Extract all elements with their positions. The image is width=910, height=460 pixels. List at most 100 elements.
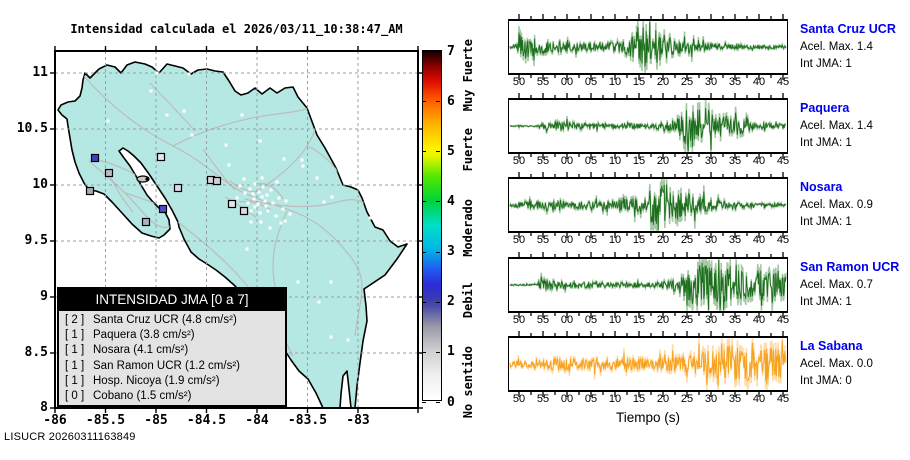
time-tick-label: 30 (704, 76, 718, 88)
panel-time-labels: 50 55 00 05 10 15 20 25 30 35 40 45 (508, 234, 789, 248)
colorbar-category-no-sentido: No sentido (461, 345, 475, 419)
seismogram-panel-paquera: 50 55 00 05 10 15 20 25 30 35 40 45 (508, 91, 789, 171)
legend-station-label: Cobano (1.5 cm/s²) (93, 389, 192, 402)
waveform-trace (509, 21, 787, 67)
station-dot (249, 220, 253, 224)
road (224, 196, 257, 218)
intensity-legend-box: INTENSIDAD JMA [0 a 7] [ 2 ] Santa Cruz U… (57, 287, 287, 407)
station-marker-hosp-nicoya (104, 168, 114, 178)
station-dot (322, 200, 326, 204)
station-marker-nosara (85, 186, 95, 196)
colorbar-tick-label: 5 (447, 143, 455, 159)
station-dot (317, 300, 321, 304)
station-dot (283, 219, 287, 223)
costa-rica-landmass (57, 61, 408, 409)
legend-row: [ 1 ] Paquera (3.8 cm/s²) (65, 329, 279, 344)
time-tick-label: 30 (704, 314, 718, 326)
panel-frame (508, 19, 788, 75)
road (149, 82, 196, 132)
panel-time-labels: 50 55 00 05 10 15 20 25 30 35 40 45 (508, 314, 789, 328)
time-tick-label: 45 (776, 155, 790, 167)
time-tick-label: 00 (560, 155, 574, 167)
station-dot (155, 71, 159, 75)
station-dot (235, 196, 239, 200)
legend-station-label: Paquera (3.8 cm/s²) (93, 329, 195, 342)
time-tick-label: 25 (680, 155, 694, 167)
time-tick-label: 50 (512, 155, 526, 167)
station-dots-intensity0 (87, 67, 372, 344)
panel-frame (508, 257, 788, 313)
time-tick-label: 35 (728, 234, 742, 246)
station-dot (261, 185, 265, 189)
station-dot (284, 199, 288, 203)
time-tick-label: 30 (704, 393, 718, 405)
seismogram-panel-san-ramon-ucr: 50 55 00 05 10 15 20 25 30 35 40 45 (508, 250, 789, 330)
time-tick-label: 55 (536, 393, 550, 405)
time-tick-label: 45 (776, 234, 790, 246)
station-name: La Sabana (800, 339, 863, 353)
station-dot (258, 211, 262, 215)
footer-watermark: LISUCR 20260311163849 (4, 431, 136, 443)
colorbar-tick-label: 3 (447, 244, 455, 260)
station-dot (246, 201, 250, 205)
station-marker (212, 176, 222, 186)
station-dot (227, 163, 231, 167)
x-tick-label: -84 (245, 413, 269, 428)
colorbar-tick (422, 151, 426, 153)
station-dot (356, 185, 360, 189)
road (202, 148, 236, 191)
station-jma-intensity: Int JMA: 1 (800, 137, 852, 149)
map-frame (54, 50, 419, 409)
station-dot (248, 187, 252, 191)
legend-intensity-badge: [ 0 ] (65, 389, 85, 402)
station-dot (87, 67, 91, 71)
colorbar-tick (422, 251, 426, 253)
colorbar-tick (436, 402, 440, 403)
time-tick-label: 50 (512, 234, 526, 246)
time-tick-label: 00 (560, 234, 574, 246)
station-marker (227, 199, 237, 209)
waveform-trace (509, 108, 787, 152)
colorbar-tick (436, 351, 440, 353)
station-info-san-ramon-ucr: San Ramon UCR Acel. Max. 0.7 Int JMA: 1 (800, 260, 908, 308)
colorbar-tick-label: 0 (447, 394, 455, 410)
time-tick-label: 00 (560, 393, 574, 405)
station-dot (253, 182, 257, 186)
time-tick-label: 05 (584, 76, 598, 88)
time-tick-label: 15 (632, 234, 646, 246)
time-tick-label: 25 (680, 76, 694, 88)
station-info-la-sabana: La Sabana Acel. Max. 0.0 Int JMA: 0 (800, 339, 908, 387)
time-tick-label: 30 (704, 155, 718, 167)
time-tick-label: 15 (632, 155, 646, 167)
time-tick-label: 25 (680, 314, 694, 326)
y-tick-label: 8.5 (24, 345, 48, 360)
station-dot (251, 192, 255, 196)
legend-row: [ 1 ] Nosara (4.1 cm/s²) (65, 344, 279, 359)
time-tick-label: 50 (512, 76, 526, 88)
panel-frame (508, 177, 788, 233)
station-dot (252, 197, 256, 201)
legend-title: INTENSIDAD JMA [0 a 7] (59, 289, 285, 311)
colorbar-tick-label: 4 (447, 193, 455, 209)
y-tick-label: 11 (32, 65, 48, 80)
station-dot (243, 191, 247, 195)
time-tick-label: 15 (632, 76, 646, 88)
legend-intensity-badge: [ 1 ] (65, 359, 85, 372)
station-max-acceleration: Acel. Max. 1.4 (800, 41, 873, 53)
time-tick-label: 05 (584, 393, 598, 405)
time-tick-label: 20 (656, 76, 670, 88)
time-tick-label: 10 (608, 76, 622, 88)
station-dot (271, 201, 275, 205)
legend-station-label: San Ramon UCR (1.2 cm/s²) (93, 359, 240, 372)
station-dot (268, 226, 272, 230)
time-tick-label: 05 (584, 314, 598, 326)
time-tick-label: 35 (728, 76, 742, 88)
station-dot (187, 72, 191, 76)
station-dot (288, 212, 292, 216)
time-tick-label: 40 (752, 155, 766, 167)
road (108, 173, 134, 213)
waveform-trace (509, 259, 787, 311)
time-tick-label: 10 (608, 314, 622, 326)
station-dot (277, 196, 281, 200)
